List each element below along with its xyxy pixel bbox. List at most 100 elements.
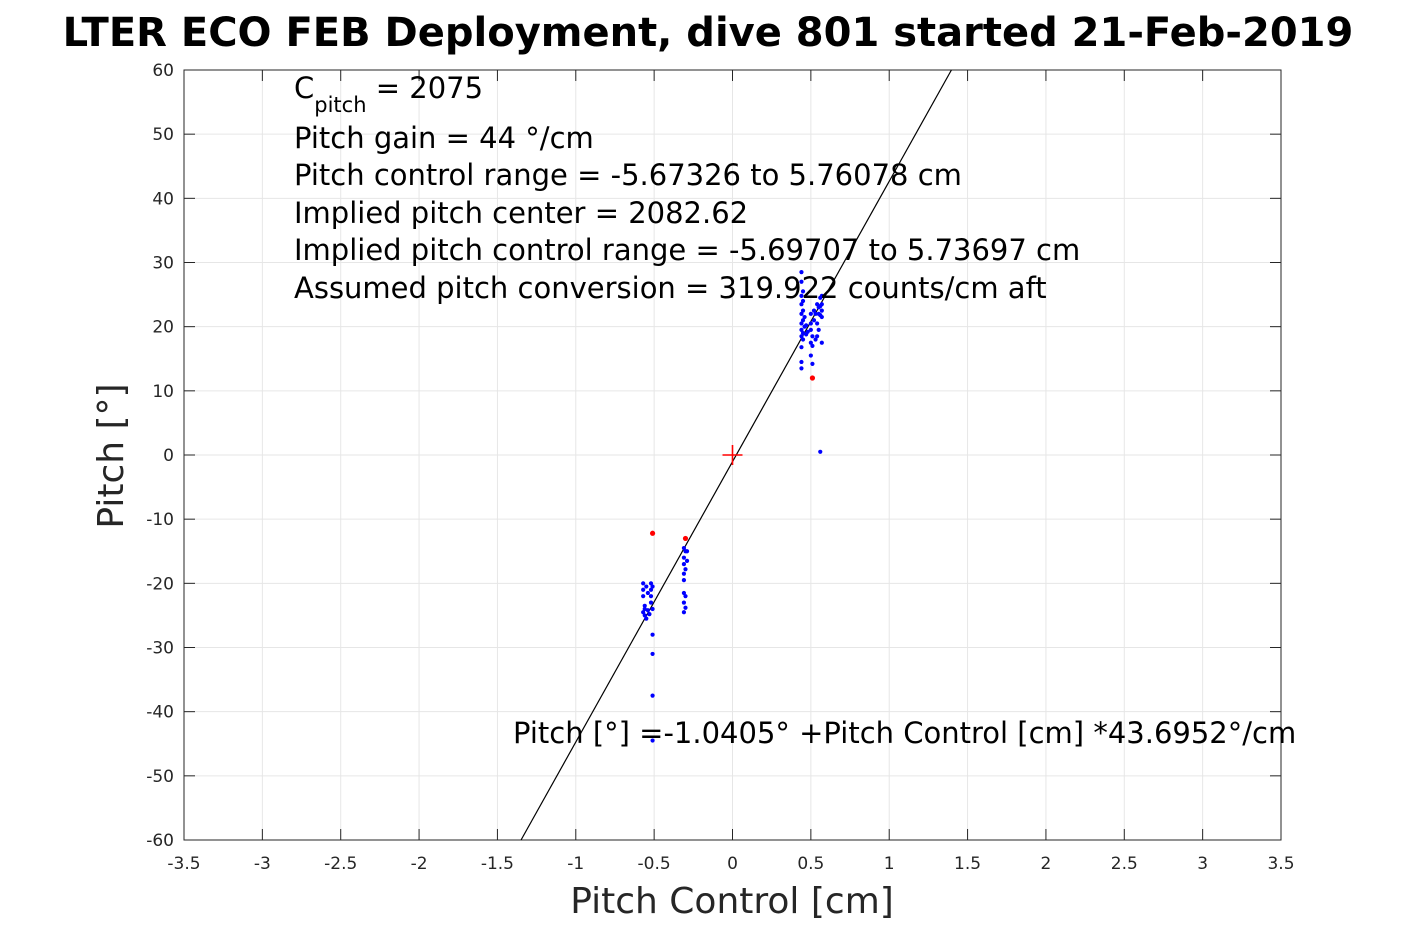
data-point [819, 314, 824, 320]
x-tick-label: -0.5 [638, 854, 671, 874]
data-point [682, 535, 689, 542]
y-tick-label: -40 [146, 703, 174, 723]
data-point [799, 311, 804, 316]
data-point [681, 555, 687, 560]
x-tick-label: -3 [254, 854, 271, 874]
data-point [808, 327, 813, 332]
data-point [648, 594, 654, 599]
annotation-implied-center: Implied pitch center = 2082.62 [294, 196, 748, 230]
data-point [681, 590, 687, 596]
data-point [650, 738, 655, 743]
annotation-pitch-gain: Pitch gain = 44 °/cm [294, 121, 594, 155]
data-point [681, 578, 687, 583]
data-point [650, 606, 655, 612]
y-tick-label: 0 [163, 446, 174, 466]
data-point [800, 337, 806, 342]
x-tick-label: -3.5 [167, 854, 200, 874]
y-tick-label: 50 [152, 125, 174, 145]
data-point [804, 323, 809, 328]
data-point [681, 571, 687, 576]
data-point [819, 302, 824, 307]
data-point [800, 298, 806, 304]
data-point [802, 314, 807, 320]
annotation-control-range: Pitch control range = -5.67326 to 5.7607… [294, 158, 962, 192]
axis-ticks: -3.5 -3 -2.5 -2 -1.5 -1 -0.5 0 0.5 1 1.5 2 2.5 3 3.5 -6… [146, 61, 1294, 874]
data-point [808, 340, 813, 345]
x-tick-label: 0.5 [797, 854, 824, 874]
data-point [808, 311, 813, 316]
data-point [645, 590, 650, 596]
data-point [684, 558, 690, 563]
annotation-implied-range: Implied pitch control range = -5.69707 t… [294, 233, 1080, 267]
data-point [648, 600, 654, 605]
y-axis-label: Pitch [°] [91, 383, 132, 528]
data-point [810, 343, 815, 349]
data-point [819, 308, 824, 313]
data-point [648, 581, 654, 586]
data-point [642, 613, 647, 618]
data-point [815, 321, 820, 326]
data-point [799, 270, 804, 275]
data-point [799, 359, 804, 365]
data-point [650, 584, 655, 589]
data-point [642, 603, 647, 608]
x-tick-label: -2.5 [324, 854, 357, 874]
annotation-c-pitch: Cpitch = 2075 [294, 71, 483, 117]
data-point [799, 293, 804, 298]
data-point [799, 334, 804, 339]
data-point [811, 318, 817, 323]
data-point [644, 616, 649, 621]
center-marker-group [722, 445, 743, 465]
x-tick-label: 0 [727, 854, 738, 874]
data-points [641, 270, 824, 743]
x-tick-label: 1.5 [954, 854, 981, 874]
data-point [813, 311, 818, 316]
data-point [650, 651, 655, 657]
data-point [647, 612, 652, 617]
y-tick-label: -50 [146, 767, 174, 787]
data-point [681, 561, 687, 567]
y-tick-label: 60 [152, 61, 174, 81]
x-tick-label: -1 [567, 854, 584, 874]
data-point [800, 308, 806, 313]
x-tick-label: 3 [1197, 854, 1208, 874]
data-point [810, 334, 815, 339]
data-point [641, 587, 646, 592]
c-pitch-subscript: pitch [314, 93, 366, 117]
data-point [641, 610, 646, 615]
y-tick-label: -10 [146, 510, 174, 530]
x-tick-label: 2.5 [1111, 854, 1138, 874]
data-point [808, 321, 813, 326]
x-tick-label: 2 [1041, 854, 1052, 874]
data-point [683, 594, 688, 599]
data-point [681, 610, 687, 615]
data-point [815, 302, 820, 307]
y-tick-label: 20 [152, 318, 174, 338]
data-point [799, 279, 804, 284]
x-tick-label: 3.5 [1267, 854, 1294, 874]
grid [183, 69, 1282, 841]
data-point [681, 600, 687, 605]
data-point [800, 318, 806, 323]
data-point [681, 545, 687, 551]
data-point [800, 289, 806, 294]
data-point [811, 308, 817, 313]
data-point [645, 608, 650, 613]
x-tick-label: -2 [411, 854, 428, 874]
data-point [683, 605, 688, 610]
x-tick-label: -1.5 [481, 854, 514, 874]
x-tick-label: 1 [884, 854, 895, 874]
data-point [818, 449, 823, 454]
data-point [644, 584, 649, 589]
c-pitch-value: = 2075 [367, 71, 484, 105]
data-point [641, 581, 646, 586]
annotation-pitch-conversion: Assumed pitch conversion = 319.922 count… [294, 271, 1047, 305]
chart-title: LTER ECO FEB Deployment, dive 801 starte… [63, 10, 1354, 56]
data-point [650, 693, 655, 698]
annotation-fit-equation: Pitch [°] =-1.0405° +Pitch Control [cm] … [513, 716, 1296, 750]
data-point [648, 587, 654, 592]
data-point [805, 329, 810, 334]
data-point [810, 361, 815, 366]
data-point [819, 293, 824, 298]
